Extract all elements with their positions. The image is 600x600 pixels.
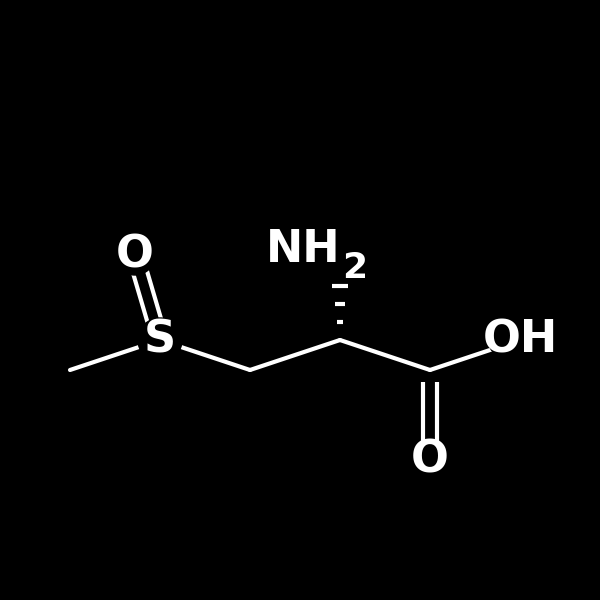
Ellipse shape [138,318,182,362]
Text: NH: NH [265,229,340,271]
Text: O: O [411,439,449,481]
Text: OH: OH [482,319,557,361]
Text: 2: 2 [342,251,367,285]
Ellipse shape [302,228,378,272]
Text: S: S [144,319,176,361]
Ellipse shape [410,440,450,480]
Ellipse shape [488,318,552,362]
Text: O: O [116,233,154,277]
Ellipse shape [115,235,155,275]
